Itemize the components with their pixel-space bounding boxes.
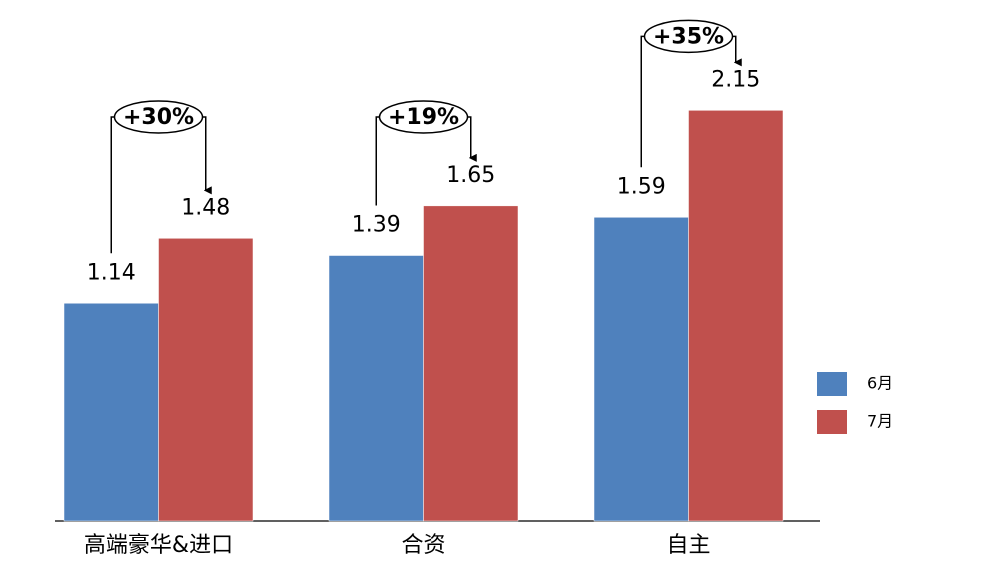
legend-swatch <box>817 372 847 396</box>
annotation-ellipse <box>113 100 204 134</box>
annotation: +19% <box>388 105 459 130</box>
bar <box>688 110 784 522</box>
x-tick-label: 自主 <box>666 533 710 558</box>
annotation-ellipse <box>378 100 469 134</box>
annotation-ellipse <box>643 19 734 54</box>
bar <box>593 217 689 522</box>
legend-label: 7月 <box>867 412 893 431</box>
legend-label: 6月 <box>867 374 893 393</box>
annotation: +35% <box>653 24 724 49</box>
value-label: 1.48 <box>181 195 230 220</box>
value-label: 2.15 <box>711 67 760 92</box>
value-label: 1.59 <box>617 174 666 199</box>
value-label: 1.14 <box>87 260 136 285</box>
value-label: 1.65 <box>446 163 495 188</box>
annotation-bracket <box>110 116 212 254</box>
bar <box>158 238 254 522</box>
legend-swatch <box>817 410 847 434</box>
bar <box>63 303 159 522</box>
annotation: +30% <box>123 105 194 130</box>
bar <box>423 205 519 522</box>
x-tick-label: 高端豪华&进口 <box>84 533 233 558</box>
x-tick-label: 合资 <box>401 533 445 558</box>
value-label: 1.39 <box>352 213 401 238</box>
bar <box>328 255 424 522</box>
